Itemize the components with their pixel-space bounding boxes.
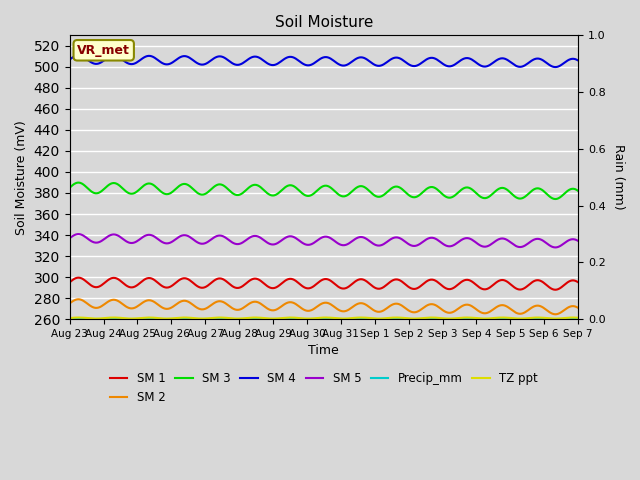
Line: TZ ppt: TZ ppt [70, 318, 578, 319]
Precip_mm [218, 316, 225, 322]
SM 1 [66, 279, 74, 285]
Precip_mm [482, 316, 490, 322]
SM 2 [219, 299, 227, 305]
SM 4 [219, 54, 227, 60]
SM 2 [72, 297, 79, 302]
TZ ppt [163, 316, 171, 322]
TZ ppt [219, 315, 227, 321]
SM 4 [483, 63, 491, 69]
Line: SM 5: SM 5 [70, 234, 578, 247]
TZ ppt [484, 315, 492, 321]
Precip_mm [351, 316, 359, 322]
SM 4 [72, 53, 79, 59]
SM 1 [552, 287, 559, 293]
Line: SM 3: SM 3 [70, 182, 578, 199]
Line: SM 4: SM 4 [70, 55, 578, 67]
SM 4 [353, 56, 360, 61]
SM 2 [66, 300, 74, 306]
Title: Soil Moisture: Soil Moisture [275, 15, 373, 30]
SM 4 [489, 60, 497, 66]
SM 1 [219, 276, 227, 282]
SM 5 [219, 233, 227, 239]
SM 1 [75, 275, 83, 280]
SM 5 [75, 231, 83, 237]
SM 5 [180, 232, 188, 238]
TZ ppt [353, 315, 360, 321]
SM 2 [180, 298, 188, 304]
Precip_mm [66, 316, 74, 322]
SM 1 [574, 279, 582, 285]
SM 2 [574, 305, 582, 311]
TZ ppt [357, 315, 365, 321]
Y-axis label: Rain (mm): Rain (mm) [612, 144, 625, 210]
SM 2 [75, 296, 83, 302]
SM 3 [574, 188, 582, 194]
Precip_mm [488, 316, 495, 322]
SM 2 [489, 307, 497, 312]
TZ ppt [491, 315, 499, 321]
TZ ppt [66, 315, 74, 321]
SM 4 [75, 52, 83, 58]
SM 4 [180, 53, 188, 59]
Precip_mm [178, 316, 186, 322]
SM 4 [552, 64, 559, 70]
SM 5 [552, 244, 559, 250]
Precip_mm [574, 316, 582, 322]
SM 1 [489, 282, 497, 288]
SM 5 [483, 243, 491, 249]
Legend: SM 1, SM 2, SM 3, SM 4, SM 5, Precip_mm, TZ ppt: SM 1, SM 2, SM 3, SM 4, SM 5, Precip_mm,… [105, 368, 543, 409]
SM 5 [489, 240, 497, 246]
SM 2 [353, 301, 360, 307]
SM 5 [574, 238, 582, 244]
SM 1 [483, 286, 491, 292]
SM 1 [180, 276, 188, 281]
SM 3 [219, 182, 227, 188]
Y-axis label: Soil Moisture (mV): Soil Moisture (mV) [15, 120, 28, 235]
TZ ppt [574, 315, 582, 321]
SM 3 [75, 180, 83, 185]
SM 3 [353, 185, 360, 191]
SM 1 [72, 276, 79, 281]
SM 2 [552, 312, 559, 317]
SM 3 [72, 180, 79, 186]
SM 3 [489, 191, 497, 196]
X-axis label: Time: Time [308, 344, 339, 358]
SM 4 [66, 57, 74, 62]
SM 3 [552, 196, 559, 202]
SM 5 [66, 235, 74, 241]
SM 4 [574, 58, 582, 63]
TZ ppt [180, 315, 188, 321]
SM 5 [72, 232, 79, 238]
SM 3 [66, 185, 74, 191]
SM 3 [180, 181, 188, 187]
SM 2 [483, 310, 491, 316]
Text: VR_met: VR_met [77, 44, 130, 57]
Line: SM 2: SM 2 [70, 299, 578, 314]
SM 1 [353, 278, 360, 284]
Precip_mm [72, 316, 79, 322]
TZ ppt [72, 315, 79, 321]
Line: SM 1: SM 1 [70, 277, 578, 290]
SM 5 [353, 235, 360, 241]
SM 3 [483, 195, 491, 201]
